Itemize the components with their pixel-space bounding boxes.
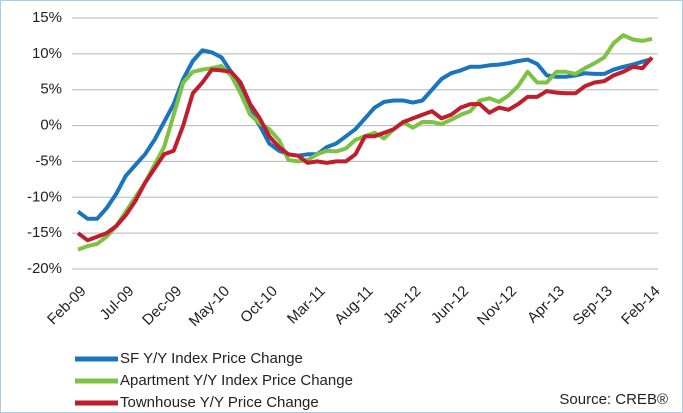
y-tick-label: -15%: [27, 224, 62, 241]
y-tick-label: 5%: [40, 81, 62, 98]
y-tick-label: 15%: [32, 9, 62, 26]
legend-label: Apartment Y/Y Index Price Change: [120, 372, 353, 389]
y-tick-label: 10%: [32, 45, 62, 62]
y-tick-label: -20%: [27, 260, 62, 277]
source-note: Source: CREB®: [559, 391, 668, 408]
y-tick-label: -10%: [27, 188, 62, 205]
y-tick-label: 0%: [40, 117, 62, 134]
series-line: [76, 48, 653, 221]
legend-label: Townhouse Y/Y Price Change: [120, 394, 319, 411]
y-tick-label: -5%: [35, 152, 62, 169]
legend-label: SF Y/Y Index Price Change: [120, 350, 303, 367]
series-line: [76, 56, 654, 243]
